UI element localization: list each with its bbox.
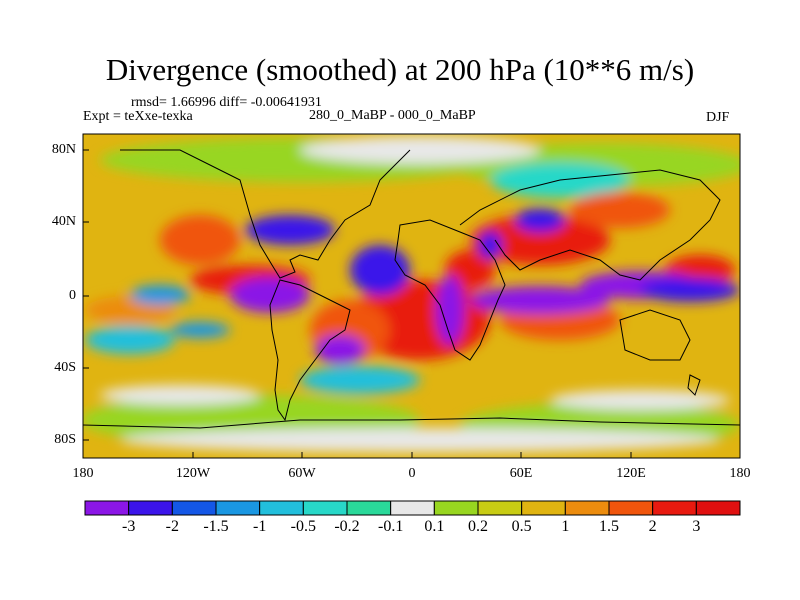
y-tick-label: 80S: [54, 432, 76, 447]
colorbar-label: 0.5: [511, 518, 532, 535]
season-label: DJF: [706, 110, 730, 125]
colorbar-label: -0.2: [334, 518, 360, 535]
colorbar-label: -0.5: [290, 518, 316, 535]
x-tick-label: 120W: [175, 466, 211, 481]
x-ticks: [82, 452, 741, 458]
y-tick-label: 40S: [54, 360, 76, 375]
colorbar-swatch: [564, 500, 610, 516]
difference-label: 280_0_MaBP - 000_0_MaBP: [309, 108, 476, 123]
field-blobs: [83, 136, 740, 452]
x-tick-label: 60W: [288, 466, 316, 481]
colorbar-swatch: [521, 500, 566, 516]
colorbar-label: 0.1: [424, 518, 445, 535]
colorbar-label: -0.1: [377, 518, 404, 535]
colorbar-swatch: [128, 500, 173, 516]
colorbar-label: 1.5: [599, 518, 619, 535]
x-tick-label: 120E: [616, 466, 646, 481]
colorbar-label: -1: [252, 518, 267, 535]
y-ticks: [83, 149, 89, 441]
colorbar-swatch: [259, 500, 304, 516]
coastlines: [83, 149, 740, 429]
colorbar-swatch: [695, 500, 741, 516]
colorbar-swatch: [302, 500, 348, 516]
y-tick-label: 40N: [51, 214, 76, 229]
colorbar-label: -3: [121, 518, 136, 535]
x-tick-label: 180: [729, 466, 751, 481]
colorbar-label: 2: [648, 518, 657, 535]
colorbar-swatch: [84, 500, 130, 516]
colorbar-swatch: [433, 500, 479, 516]
colorbar-swatch: [390, 500, 435, 516]
x-tick-label: 180: [72, 466, 94, 481]
colorbar-label: -1.5: [203, 518, 229, 535]
x-tick-label: 0: [408, 466, 416, 481]
x-tick-label: 60E: [509, 466, 533, 481]
colorbar-swatch: [477, 500, 523, 516]
colorbar-swatch: [608, 500, 654, 516]
colorbar-swatch: [215, 500, 261, 516]
colorbar: [84, 500, 741, 516]
colorbar-label: -2: [165, 518, 179, 535]
stats-text: rmsd= 1.66996 diff= -0.00641931: [131, 95, 322, 110]
colorbar-swatch: [346, 500, 392, 516]
colorbar-label: 3: [692, 518, 701, 535]
colorbar-label: 1: [561, 518, 570, 535]
colorbar-swatch: [652, 500, 697, 516]
y-tick-label: 80N: [51, 142, 76, 157]
experiment-label: Expt = teXxe-texka: [83, 109, 193, 124]
colorbar-swatch: [171, 500, 217, 516]
chart-title: Divergence (smoothed) at 200 hPa (10**6 …: [105, 52, 695, 87]
colorbar-label: 0.2: [468, 518, 488, 535]
y-tick-label: 0: [69, 288, 76, 303]
